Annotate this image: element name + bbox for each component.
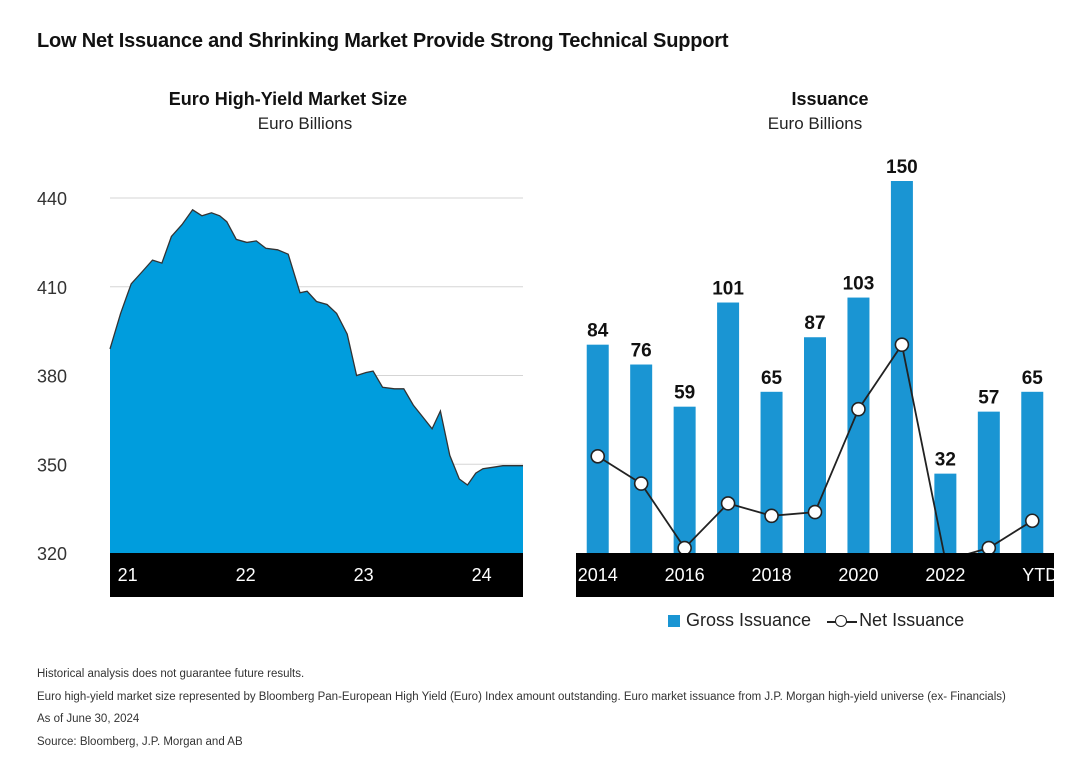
x-tick-label: 24	[472, 565, 492, 585]
bar-value-label: 57	[978, 388, 999, 409]
page-title: Low Net Issuance and Shrinking Market Pr…	[37, 30, 729, 52]
y-tick-label: 320	[37, 544, 67, 564]
gross-issuance-bar	[673, 406, 696, 553]
net-issuance-point	[633, 476, 649, 491]
x-tick-label: 2016	[665, 565, 705, 585]
bar-value-label: 65	[1022, 368, 1044, 389]
net-issuance-point	[590, 448, 606, 464]
x-tick-label: 2022	[925, 565, 965, 585]
issuance-legend: Gross Issuance Net Issuance	[668, 610, 964, 631]
gross-issuance-bar	[977, 411, 1000, 553]
net-issuance-line-icon	[827, 614, 858, 628]
gross-issuance-swatch	[668, 614, 680, 627]
net-issuance-point	[720, 496, 736, 511]
bar-value-label: 150	[886, 157, 918, 178]
market-size-x-axis-band	[110, 553, 523, 597]
footnote-disclaimer: Historical analysis does not guarantee f…	[37, 668, 305, 680]
x-tick-label: 2020	[838, 565, 878, 585]
market-size-title: Euro High-Yield Market Size	[168, 89, 408, 109]
gross-issuance-bar	[890, 181, 913, 553]
bar-value-label: 32	[935, 450, 956, 471]
gross-issuance-bar	[586, 344, 609, 553]
net-issuance-point	[677, 540, 692, 556]
x-tick-label: 22	[236, 565, 256, 585]
x-tick-label: 21	[118, 565, 138, 585]
y-tick-label: 350	[37, 455, 67, 475]
bar-value-label: 101	[712, 279, 744, 300]
bar-value-label: 76	[631, 341, 652, 362]
market-size-subtitle: Euro Billions	[257, 114, 353, 133]
footnote-definition: Euro high-yield market size represented …	[37, 690, 1006, 703]
gross-issuance-bar	[717, 302, 740, 553]
gross-issuance-bar	[804, 337, 826, 553]
legend-net-issuance: Net Issuance	[859, 610, 965, 630]
y-tick-label: 380	[37, 367, 67, 387]
bar-value-label: 103	[843, 274, 875, 295]
net-issuance-point	[981, 540, 997, 556]
gross-issuance-bar	[630, 364, 653, 553]
issuance-subtitle: Euro Billions	[767, 114, 863, 133]
gross-issuance-bar	[934, 473, 957, 553]
net-issuance-point	[851, 401, 866, 417]
market-size-line	[109, 208, 523, 486]
net-issuance-point	[894, 337, 910, 352]
footnote-source: Source: Bloomberg, J.P. Morgan and AB	[37, 735, 243, 748]
net-issuance-point	[807, 504, 823, 520]
gross-issuance-bar	[847, 297, 870, 553]
legend-gross-issuance: Gross Issuance	[686, 610, 812, 630]
net-issuance-point	[764, 508, 779, 524]
x-tick-label: 2018	[752, 565, 792, 585]
issuance-x-axis-band	[576, 553, 1054, 597]
bar-value-label: 59	[674, 383, 695, 404]
bar-value-label: 65	[761, 368, 783, 389]
x-tick-label: 23	[354, 565, 374, 585]
footnote-date: As of June 30, 2024	[37, 713, 140, 725]
x-tick-label: YTD	[1022, 565, 1058, 585]
x-tick-label: 2014	[578, 565, 618, 585]
gross-issuance-bar	[1021, 391, 1044, 553]
bar-value-label: 84	[587, 321, 609, 342]
net-issuance-point	[1024, 513, 1040, 529]
y-tick-label: 440	[37, 189, 67, 209]
footnotes: Historical analysis does not guarantee f…	[37, 663, 1006, 753]
y-tick-label: 410	[37, 278, 67, 298]
market-size-area	[110, 209, 523, 554]
gross-issuance-bar	[760, 391, 783, 553]
issuance-title: Issuance	[791, 89, 869, 109]
bar-value-label: 87	[804, 313, 825, 334]
